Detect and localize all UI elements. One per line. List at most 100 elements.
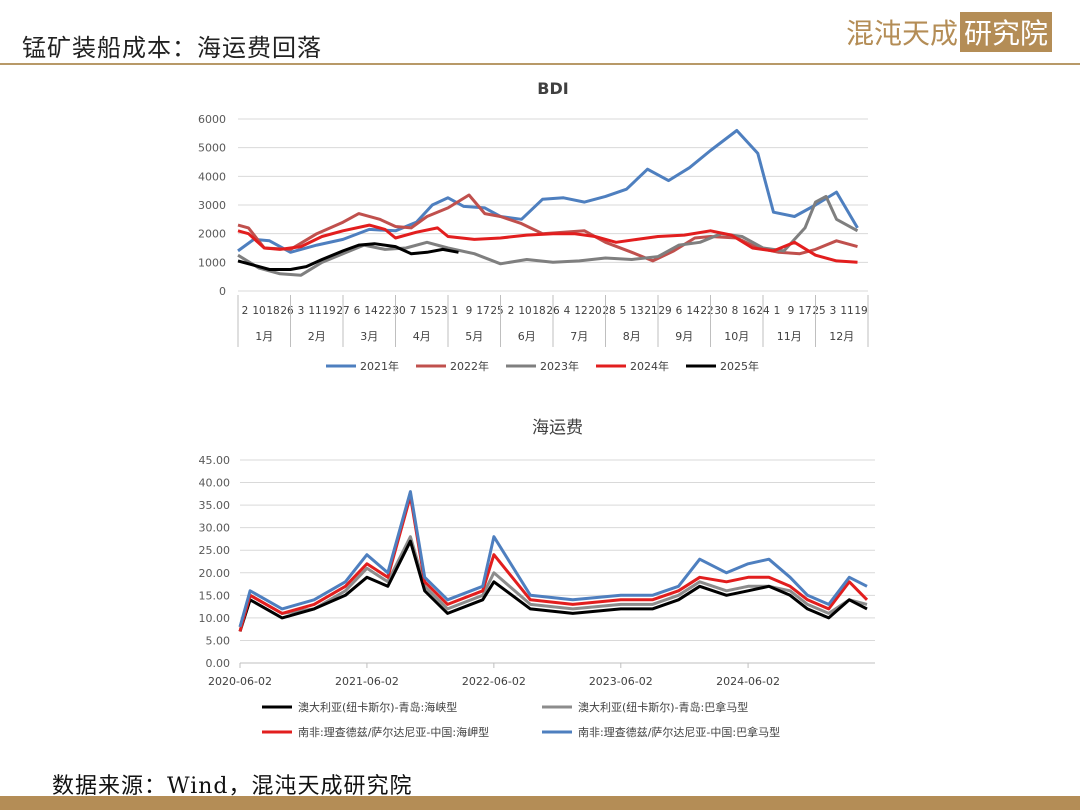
series-line-3 (238, 494, 869, 632)
x-month-label: 2月 (308, 330, 326, 343)
series-line-3 (237, 194, 859, 277)
x-day-label: 30 (392, 305, 405, 317)
y-tick-label: 6000 (198, 113, 226, 126)
series-line-4 (238, 490, 868, 628)
x-day-label: 18 (266, 305, 279, 317)
x-day-label: 9 (466, 305, 473, 317)
x-month-label: 1月 (255, 330, 273, 343)
x-day-label: 22 (700, 305, 713, 317)
x-day-label: 14 (686, 305, 700, 317)
y-tick-label: 5000 (198, 142, 226, 155)
y-tick-label: 20.00 (199, 567, 231, 580)
x-day-label: 25 (812, 305, 825, 317)
legend-label: 2022年 (450, 359, 489, 373)
x-day-label: 5 (620, 305, 627, 317)
legend-label: 2023年 (540, 359, 579, 373)
y-tick-label: 0 (219, 285, 226, 298)
series-line-2 (238, 535, 868, 628)
x-day-label: 1 (452, 305, 459, 317)
company-logo: 混沌天成 研究院 (846, 12, 1053, 52)
x-month-label: 4月 (413, 330, 431, 343)
x-day-label: 21 (644, 305, 657, 317)
x-day-label: 6 (354, 305, 361, 317)
header-divider (0, 63, 1080, 65)
y-tick-label: 10.00 (199, 612, 231, 625)
series-line-1 (238, 539, 868, 632)
page-title: 锰矿装船成本：海运费回落 (22, 34, 322, 62)
x-day-label: 10 (518, 305, 531, 317)
x-day-label: 3 (830, 305, 837, 317)
x-day-label: 23 (434, 305, 447, 317)
x-month-label: 6月 (518, 330, 536, 343)
legend-label: 2021年 (360, 359, 399, 373)
y-tick-label: 40.00 (199, 477, 231, 490)
x-day-label: 29 (658, 305, 671, 317)
x-day-label: 12 (574, 305, 587, 317)
legend-label: 澳大利亚(纽卡斯尔)-青岛:海峡型 (298, 700, 457, 714)
x-day-label: 1 (774, 305, 781, 317)
y-tick-label: 35.00 (199, 499, 231, 512)
y-tick-label: 15.00 (199, 589, 231, 602)
x-day-label: 2 (242, 305, 249, 317)
logo-text: 混沌天成 (846, 17, 959, 50)
chart-title: 海运费 (532, 418, 583, 438)
series-line-5 (237, 242, 459, 271)
series-line-1 (237, 129, 859, 254)
legend-label: 澳大利亚(纽卡斯尔)-青岛:巴拿马型 (578, 700, 748, 714)
x-day-label: 28 (602, 305, 615, 317)
x-tick-label: 2023-06-02 (589, 675, 653, 688)
legend-label: 南非:理查德兹/萨尔达尼亚-中国:巴拿马型 (578, 725, 780, 739)
x-month-label: 12月 (829, 330, 854, 343)
x-day-label: 20 (588, 305, 601, 317)
x-tick-label: 2021-06-02 (335, 675, 399, 688)
y-tick-label: 5.00 (206, 634, 231, 647)
series-line-2 (237, 193, 858, 263)
footer-bar (0, 796, 1080, 810)
y-tick-label: 3000 (198, 199, 226, 212)
x-day-label: 11 (308, 305, 321, 317)
x-month-label: 8月 (623, 330, 641, 343)
x-day-label: 19 (854, 305, 867, 317)
y-tick-label: 0.00 (206, 657, 231, 670)
x-day-label: 2 (508, 305, 515, 317)
x-day-label: 16 (742, 305, 756, 317)
x-day-label: 7 (410, 305, 417, 317)
y-tick-label: 30.00 (199, 522, 231, 535)
y-tick-label: 2000 (198, 228, 226, 241)
x-month-label: 11月 (777, 330, 802, 343)
data-source: 数据来源：Wind，混沌天成研究院 (52, 774, 413, 799)
x-day-label: 8 (732, 305, 739, 317)
x-month-label: 5月 (465, 330, 483, 343)
series-line-4 (237, 223, 858, 264)
x-day-label: 11 (840, 305, 853, 317)
logo-box-text: 研究院 (960, 12, 1053, 52)
x-day-label: 17 (476, 305, 489, 317)
x-day-label: 17 (798, 305, 811, 317)
y-tick-label: 45.00 (199, 454, 231, 467)
legend-label: 2024年 (630, 359, 669, 373)
x-day-label: 14 (364, 305, 378, 317)
x-tick-label: 2022-06-02 (462, 675, 526, 688)
y-tick-label: 4000 (198, 170, 226, 183)
x-tick-label: 2020-06-02 (208, 675, 272, 688)
x-day-label: 18 (532, 305, 545, 317)
x-day-label: 19 (322, 305, 335, 317)
x-day-label: 22 (378, 305, 391, 317)
legend-label: 2025年 (720, 359, 759, 373)
x-month-label: 7月 (570, 330, 588, 343)
x-day-label: 9 (788, 305, 795, 317)
x-day-label: 15 (420, 305, 433, 317)
x-day-label: 13 (630, 305, 643, 317)
x-month-label: 10月 (724, 330, 749, 343)
x-day-label: 25 (490, 305, 503, 317)
x-day-label: 26 (280, 305, 294, 317)
chart-title: BDI (537, 79, 568, 98)
x-day-label: 30 (714, 305, 727, 317)
x-month-label: 9月 (675, 330, 693, 343)
x-day-label: 10 (252, 305, 265, 317)
x-day-label: 3 (298, 305, 305, 317)
y-tick-label: 1000 (198, 256, 226, 269)
legend-label: 南非:理查德兹/萨尔达尼亚-中国:海岬型 (298, 725, 489, 739)
x-day-label: 4 (564, 305, 571, 317)
